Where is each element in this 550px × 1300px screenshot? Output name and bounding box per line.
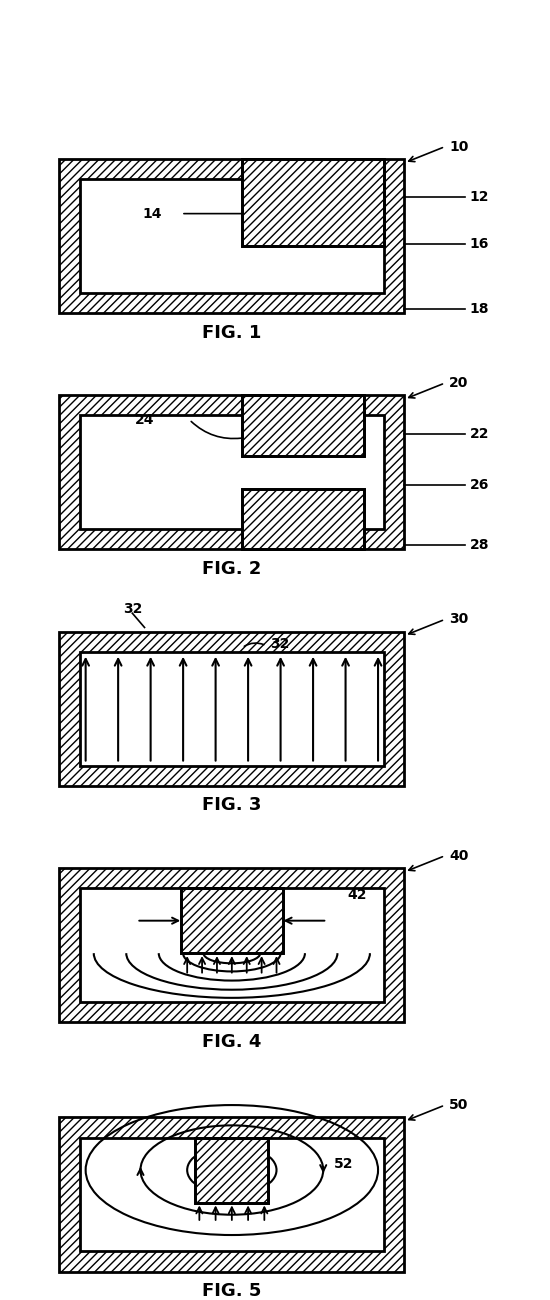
Text: 50: 50 <box>449 1098 469 1112</box>
Text: 10: 10 <box>449 139 469 153</box>
Bar <box>242 395 364 456</box>
Bar <box>242 159 384 246</box>
Text: 12: 12 <box>469 190 489 204</box>
Text: FIG. 1: FIG. 1 <box>202 324 262 342</box>
Bar <box>181 888 283 953</box>
Text: 14: 14 <box>143 207 162 221</box>
Bar <box>80 888 384 1002</box>
Bar <box>59 159 404 313</box>
Bar <box>80 651 384 766</box>
Text: 42: 42 <box>348 888 367 902</box>
Bar <box>242 489 364 550</box>
Text: 30: 30 <box>449 612 469 627</box>
Text: FIG. 4: FIG. 4 <box>202 1032 262 1050</box>
Bar <box>59 395 404 550</box>
Text: 16: 16 <box>469 237 489 251</box>
Text: 40: 40 <box>449 849 469 863</box>
Bar <box>80 1138 384 1252</box>
Text: FIG. 3: FIG. 3 <box>202 797 262 814</box>
Bar <box>80 179 384 292</box>
Bar <box>195 1138 268 1202</box>
Bar <box>195 1138 268 1202</box>
Text: 32: 32 <box>271 637 290 651</box>
Bar <box>242 395 364 456</box>
Text: 52: 52 <box>333 1157 353 1170</box>
Bar <box>59 1117 404 1271</box>
Text: 22: 22 <box>469 426 489 441</box>
Text: FIG. 5: FIG. 5 <box>202 1282 262 1300</box>
Text: 24: 24 <box>135 412 155 426</box>
Bar <box>59 868 404 1022</box>
Bar <box>80 416 384 529</box>
Bar <box>59 632 404 785</box>
Text: 20: 20 <box>449 376 469 390</box>
Bar <box>242 489 364 550</box>
Text: 32: 32 <box>123 602 142 616</box>
Text: 28: 28 <box>469 538 489 552</box>
Bar <box>181 888 283 953</box>
Text: 26: 26 <box>469 477 489 491</box>
Bar <box>242 159 384 246</box>
Text: 18: 18 <box>469 302 489 316</box>
Text: FIG. 2: FIG. 2 <box>202 560 262 578</box>
